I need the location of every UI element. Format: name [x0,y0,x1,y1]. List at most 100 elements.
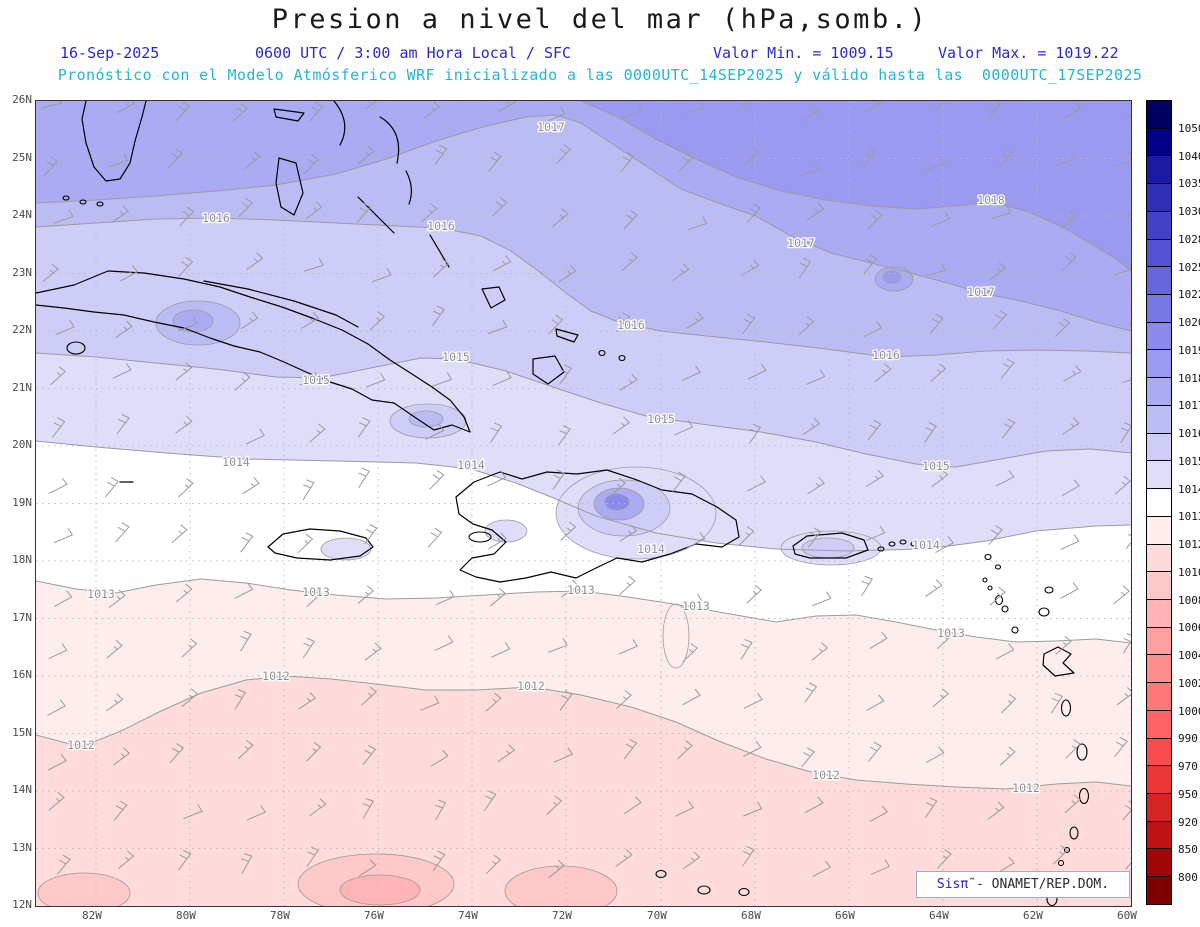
svg-text:1016: 1016 [872,348,900,362]
colorbar-segment [1147,654,1171,683]
lon-tick-label: 76W [364,909,384,922]
chart-title: Presion a nivel del mar (hPa,somb.) [271,4,929,35]
colorbar-segment [1147,848,1171,877]
lat-tick-label: 14N [12,783,32,796]
wind-barbs [41,91,1146,879]
watermark-box: Sisπ̃ - ONAMET/REP.DOM. [916,871,1130,898]
svg-text:1015: 1015 [647,412,675,426]
svg-text:1014: 1014 [222,455,250,469]
colorbar-tick-label: 1006 [1178,621,1200,635]
colorbar-segment [1147,876,1171,904]
colorbar-tick-label: 1017 [1178,399,1200,413]
colorbar-tick-label: 1004 [1178,649,1200,663]
colorbar-tick-label: 1030 [1178,205,1200,219]
colorbar-tick-label: 800 [1178,871,1198,885]
colorbar-tick-label: 1020 [1178,316,1200,330]
watermark-text: - ONAMET/REP.DOM. [968,877,1110,892]
colorbar-tick-label: 1010 [1178,565,1200,579]
svg-text:1012: 1012 [262,669,290,683]
colorbar [1146,100,1172,905]
svg-text:1016: 1016 [617,318,645,332]
colorbar-tick-label: 1050 [1178,121,1200,135]
run-date: 16-Sep-2025 [60,44,160,62]
colorbar-segment [1147,349,1171,378]
lat-tick-label: 23N [12,265,32,279]
lon-tick-label: 82W [82,909,102,922]
colorbar-tick-label: 1040 [1178,149,1200,163]
svg-text:1013: 1013 [302,585,330,599]
lat-tick-label: 16N [12,668,32,681]
colorbar-tick-label: 1016 [1178,427,1200,441]
colorbar-tick-label: 1014 [1178,482,1200,496]
lon-tick-label: 66W [835,909,855,922]
grid-lines [36,101,1132,906]
svg-text:1013: 1013 [937,626,965,640]
watermark-brand: Sisπ̃ [936,877,969,892]
colorbar-segment [1147,820,1171,849]
svg-text:1016: 1016 [202,211,230,225]
colorbar-tick-label: 1019 [1178,343,1200,357]
colorbar-segment [1147,709,1171,738]
svg-text:1017: 1017 [967,285,995,299]
svg-text:1012: 1012 [67,738,95,752]
valid-time: 0600 UTC / 3:00 am Hora Local / SFC [255,44,572,62]
colorbar-segment [1147,460,1171,489]
svg-text:1014: 1014 [457,458,485,472]
isobar-labels: 1017 1018 1016 1016 1017 1017 1016 1016 1015 1015… [66,119,1041,797]
svg-text:1015: 1015 [442,350,470,364]
colorbar-tick-label: 950 [1178,787,1198,801]
colorbar-segment [1147,737,1171,766]
colorbar-segment [1147,321,1171,350]
colorbar-segment [1147,377,1171,405]
lon-tick-label: 62W [1023,909,1043,922]
colorbar-segment [1147,294,1171,322]
colorbar-tick-label: 1025 [1178,260,1200,274]
isobar-lines [35,100,1132,790]
colorbar-tick-label: 850 [1178,843,1198,857]
colorbar-tick-label: 1028 [1178,232,1200,246]
svg-text:1015: 1015 [302,373,330,387]
colorbar-segment [1147,682,1171,710]
svg-text:1013: 1013 [567,583,595,597]
colorbar-segment [1147,101,1171,128]
colorbar-segment [1147,543,1171,572]
svg-text:1013: 1013 [682,599,710,613]
lon-tick-label: 80W [176,909,196,922]
colorbar-segment [1147,792,1171,821]
colorbar-segment [1147,183,1171,211]
lon-tick-label: 78W [270,909,290,922]
colorbar-segment [1147,765,1171,793]
lon-tick-label: 68W [741,909,761,922]
colorbar-tick-label: 1035 [1178,177,1200,191]
lat-tick-label: 22N [12,323,32,336]
colorbar-tick-label: 1013 [1178,510,1200,524]
lat-tick-label: 24N [12,208,32,221]
colorbar-tick-label: 1012 [1178,538,1200,552]
svg-text:1018: 1018 [977,193,1005,207]
colorbar-segment [1147,626,1171,655]
colorbar-tick-label: 970 [1178,760,1198,774]
colorbar-tick-label: 920 [1178,815,1198,829]
svg-text:1013: 1013 [87,587,115,601]
colorbar-tick-label: 1015 [1178,454,1200,468]
colorbar-tick-label: 1022 [1178,288,1200,302]
svg-text:1012: 1012 [1012,781,1040,795]
forecast-note: Pronóstico con el Modelo Atmósferico WRF… [57,66,1143,84]
lon-tick-label: 64W [929,909,949,922]
colorbar-segment [1147,127,1171,156]
colorbar-segment [1147,266,1171,295]
lon-tick-label: 70W [647,909,667,922]
colorbar-tick-label: 1000 [1178,704,1200,718]
lat-tick-label: 12N [12,898,32,911]
colorbar-segment [1147,432,1171,461]
lat-tick-label: 15N [12,725,32,739]
lon-tick-label: 74W [458,909,478,922]
colorbar-tick-label: 1018 [1178,371,1200,385]
colorbar-tick-label: 1008 [1178,593,1200,607]
max-value-label: Valor Max. = 1019.22 [938,44,1119,62]
colorbar-segment [1147,571,1171,599]
colorbar-segment [1147,155,1171,184]
min-value-label: Valor Min. = 1009.15 [713,44,894,62]
lat-tick-label: 18N [12,553,32,566]
